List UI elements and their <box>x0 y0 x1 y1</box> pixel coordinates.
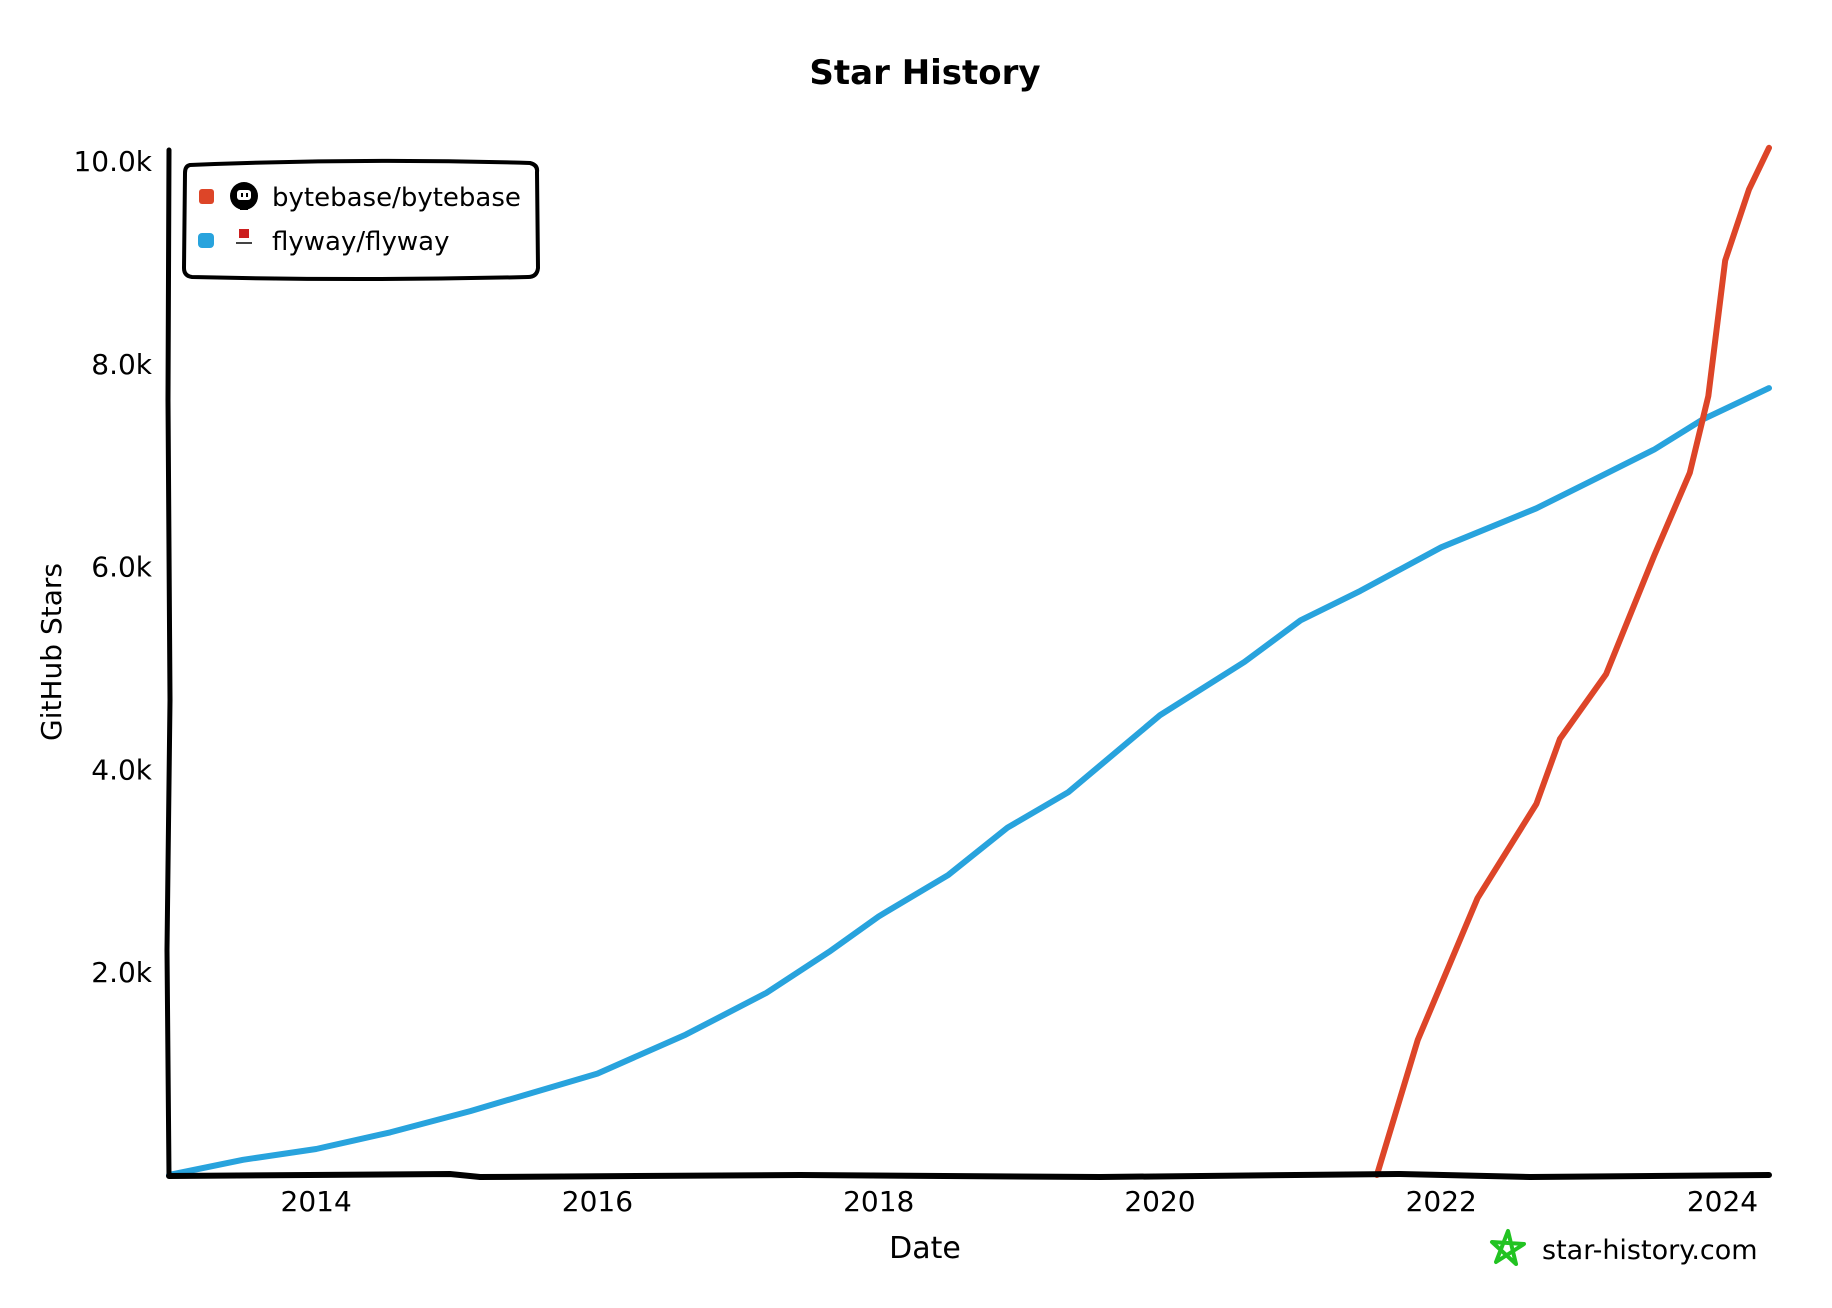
legend-swatch-bytebase <box>199 189 214 204</box>
y-tick-label: 4.0k <box>91 753 153 786</box>
x-axis-label: Date <box>889 1231 961 1266</box>
y-tick-label: 8.0k <box>91 348 153 381</box>
x-tick-label: 2016 <box>562 1185 633 1218</box>
y-tick-label: 10.0k <box>73 145 152 178</box>
legend-swatch-flyway <box>198 233 214 248</box>
legend: bytebase/bytebase flyway/flyway <box>181 158 541 281</box>
legend-label-flyway: flyway/flyway <box>272 227 449 257</box>
x-tick-label: 2014 <box>281 1185 352 1218</box>
series-line <box>166 385 1772 1178</box>
flyway-logo-icon <box>236 229 252 244</box>
x-tick-label: 2024 <box>1687 1185 1758 1218</box>
x-tick-label: 2022 <box>1406 1185 1477 1218</box>
x-axis-line <box>166 1170 1772 1181</box>
legend-box <box>181 158 541 281</box>
y-tick-label: 6.0k <box>91 551 153 584</box>
watermark-text: star-history.com <box>1542 1235 1758 1266</box>
chart-title: Star History <box>809 53 1040 93</box>
x-tick-label: 2018 <box>843 1185 914 1218</box>
series-bytebase <box>1373 144 1772 1178</box>
x-tick-label: 2020 <box>1124 1185 1195 1218</box>
watermark: star-history.com <box>1490 1229 1758 1266</box>
y-tick-label: 2.0k <box>91 956 153 989</box>
y-axis-line <box>164 147 173 1179</box>
legend-label-bytebase: bytebase/bytebase <box>272 183 521 213</box>
series-flyway <box>166 385 1772 1178</box>
series-line <box>1373 144 1772 1178</box>
star-logo-icon <box>1490 1229 1526 1266</box>
y-axis-label: GitHub Stars <box>35 563 68 741</box>
github-icon <box>230 182 258 210</box>
